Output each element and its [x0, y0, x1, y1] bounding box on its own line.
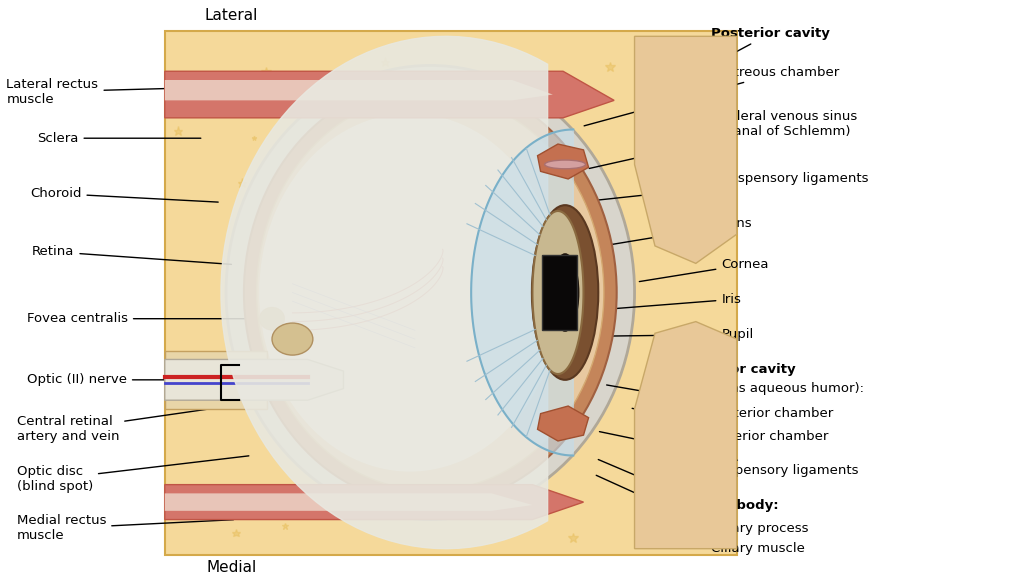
Text: Ciliary process: Ciliary process	[598, 460, 809, 535]
Text: Optic disc
(blind spot): Optic disc (blind spot)	[16, 456, 249, 493]
Text: Retina: Retina	[32, 245, 231, 264]
Text: Anterior chamber: Anterior chamber	[632, 408, 828, 443]
Polygon shape	[635, 36, 736, 263]
Polygon shape	[532, 211, 584, 374]
Text: Optic (II) nerve: Optic (II) nerve	[27, 373, 221, 386]
Text: Cornea: Cornea	[639, 258, 769, 281]
Text: Medial: Medial	[206, 560, 256, 575]
Ellipse shape	[257, 95, 604, 490]
Text: Ciliary body:: Ciliary body:	[684, 498, 778, 511]
Text: Anterior cavity: Anterior cavity	[684, 363, 796, 376]
Text: Scleral venous sinus
(canal of Schlemm): Scleral venous sinus (canal of Schlemm)	[589, 109, 858, 168]
Text: Vitreous chamber: Vitreous chamber	[584, 66, 840, 126]
Text: Pupil: Pupil	[603, 328, 754, 341]
Polygon shape	[165, 359, 343, 400]
Text: Posterior chamber: Posterior chamber	[606, 385, 834, 420]
Text: Choroid: Choroid	[30, 187, 218, 202]
FancyBboxPatch shape	[542, 254, 578, 331]
Polygon shape	[165, 484, 584, 519]
Text: Suspensory ligaments: Suspensory ligaments	[596, 173, 868, 200]
Text: Lateral: Lateral	[205, 8, 258, 23]
Text: Lens: Lens	[598, 217, 752, 247]
Text: Ciliary muscle: Ciliary muscle	[596, 475, 805, 555]
Ellipse shape	[545, 160, 586, 169]
Ellipse shape	[259, 307, 285, 331]
Text: Medial rectus
muscle: Medial rectus muscle	[16, 514, 233, 542]
Text: Lateral rectus
muscle: Lateral rectus muscle	[6, 78, 200, 106]
FancyBboxPatch shape	[165, 30, 736, 555]
Polygon shape	[165, 493, 532, 511]
Ellipse shape	[272, 323, 313, 355]
Text: Iris: Iris	[614, 293, 741, 308]
Polygon shape	[538, 144, 589, 179]
Polygon shape	[165, 80, 553, 101]
Polygon shape	[221, 36, 548, 549]
Polygon shape	[635, 322, 736, 549]
Text: Central retinal
artery and vein: Central retinal artery and vein	[16, 404, 247, 443]
Text: Fovea centralis: Fovea centralis	[27, 312, 254, 325]
Ellipse shape	[531, 205, 598, 380]
FancyBboxPatch shape	[165, 351, 267, 409]
Ellipse shape	[244, 80, 616, 505]
Polygon shape	[471, 129, 573, 456]
Text: Posterior cavity: Posterior cavity	[637, 27, 830, 105]
Ellipse shape	[259, 113, 560, 472]
Polygon shape	[538, 406, 589, 441]
Text: Sclera: Sclera	[37, 132, 201, 144]
Text: Suspensory ligaments: Suspensory ligaments	[599, 432, 859, 477]
Ellipse shape	[551, 253, 580, 332]
Text: (contains aqueous humor):: (contains aqueous humor):	[684, 382, 863, 395]
Polygon shape	[165, 71, 614, 118]
Ellipse shape	[226, 66, 635, 519]
